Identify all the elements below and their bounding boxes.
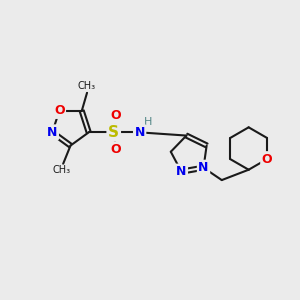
Text: CH₃: CH₃: [52, 165, 71, 175]
Text: O: O: [262, 153, 272, 166]
Text: S: S: [108, 125, 119, 140]
Text: N: N: [47, 126, 58, 139]
Text: O: O: [111, 109, 122, 122]
Text: O: O: [54, 104, 64, 118]
Text: N: N: [198, 161, 209, 174]
Text: N: N: [176, 165, 187, 178]
Text: CH₃: CH₃: [78, 81, 96, 91]
Text: O: O: [111, 143, 122, 156]
Text: H: H: [144, 117, 153, 127]
Text: N: N: [134, 126, 145, 139]
